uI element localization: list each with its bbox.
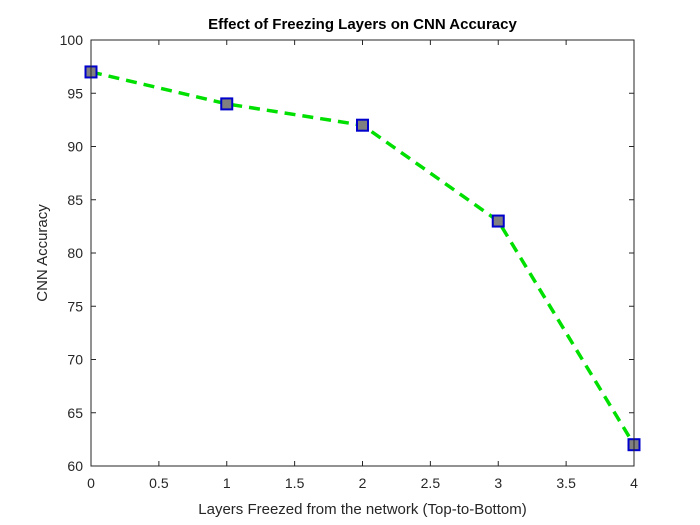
y-tick-label: 80 bbox=[67, 245, 83, 261]
data-point-marker bbox=[356, 118, 369, 132]
x-tick-label: 0.5 bbox=[149, 475, 169, 491]
y-tick-label: 65 bbox=[67, 405, 83, 421]
x-tick-label: 1 bbox=[223, 475, 231, 491]
x-tick-label: 1.5 bbox=[285, 475, 305, 491]
x-tick-label: 2.5 bbox=[421, 475, 441, 491]
y-axis-ticks: 60 65 70 75 80 85 90 95 100 bbox=[60, 32, 634, 474]
axes-box bbox=[90, 39, 635, 467]
y-axis-label: CNN Accuracy bbox=[34, 204, 51, 302]
x-tick-label: 3 bbox=[494, 475, 502, 491]
x-tick-label: 3.5 bbox=[556, 475, 576, 491]
data-point-marker bbox=[220, 97, 234, 111]
y-tick-label: 70 bbox=[67, 352, 83, 368]
y-tick-label: 85 bbox=[67, 192, 83, 208]
data-point-marker bbox=[491, 214, 505, 228]
y-tick-label: 100 bbox=[60, 32, 84, 48]
y-tick-label: 75 bbox=[67, 298, 83, 314]
y-tick-label: 95 bbox=[67, 85, 83, 101]
x-tick-label: 2 bbox=[359, 475, 367, 491]
chart-title: Effect of Freezing Layers on CNN Accurac… bbox=[208, 16, 517, 33]
plot-area bbox=[91, 40, 634, 466]
y-tick-label: 60 bbox=[67, 458, 83, 474]
x-axis-label: Layers Freezed from the network (Top-to-… bbox=[198, 501, 526, 518]
y-tick-label: 90 bbox=[67, 139, 83, 155]
x-tick-label: 4 bbox=[630, 475, 638, 491]
x-axis-ticks: 0 0.5 1 1.5 2 2.5 3 3.5 4 bbox=[87, 40, 638, 491]
x-tick-label: 0 bbox=[87, 475, 95, 491]
